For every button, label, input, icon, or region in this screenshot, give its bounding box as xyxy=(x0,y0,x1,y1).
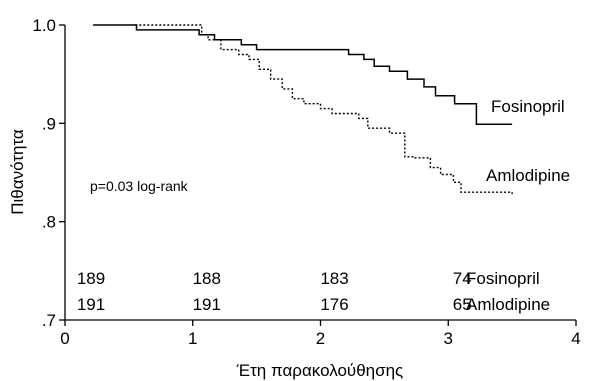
ticks: .7 .8 .9 1.0 0 1 2 3 4 xyxy=(32,16,580,348)
series-labels: Fosinopril Amlodipine xyxy=(486,97,570,185)
risk-value: 183 xyxy=(320,269,348,288)
risk-value: 188 xyxy=(193,269,221,288)
x-tick-label: 1 xyxy=(188,329,197,348)
series-line-fosinopril xyxy=(93,24,513,126)
x-tick-label: 0 xyxy=(60,329,69,348)
x-tick-label: 4 xyxy=(571,329,580,348)
risk-value: 65 xyxy=(453,295,472,314)
y-tick-label: 1.0 xyxy=(32,16,56,35)
risk-value: 191 xyxy=(77,295,105,314)
risk-value: 176 xyxy=(320,295,348,314)
series-label-fosinopril: Fosinopril xyxy=(491,97,565,116)
y-axis-title: Πιθανότητα xyxy=(8,129,27,215)
series-line-amlodipine xyxy=(135,24,513,195)
y-tick-label: .9 xyxy=(42,114,56,133)
series-layer xyxy=(93,24,513,195)
series-label-amlodipine: Amlodipine xyxy=(486,166,570,185)
risk-value: 74 xyxy=(453,269,472,288)
risk-row-label: Fosinopril xyxy=(466,269,540,288)
x-tick-label: 3 xyxy=(444,329,453,348)
y-tick-label: .7 xyxy=(42,311,56,330)
x-tick-label: 2 xyxy=(316,329,325,348)
p-value-annotation: p=0.03 log-rank xyxy=(90,178,189,194)
risk-row-label: Amlodipine xyxy=(466,295,550,314)
y-tick-label: .8 xyxy=(42,213,56,232)
risk-value: 191 xyxy=(193,295,221,314)
risk-value: 189 xyxy=(77,269,105,288)
x-axis-title: Έτη παρακολούθησης xyxy=(236,361,404,380)
